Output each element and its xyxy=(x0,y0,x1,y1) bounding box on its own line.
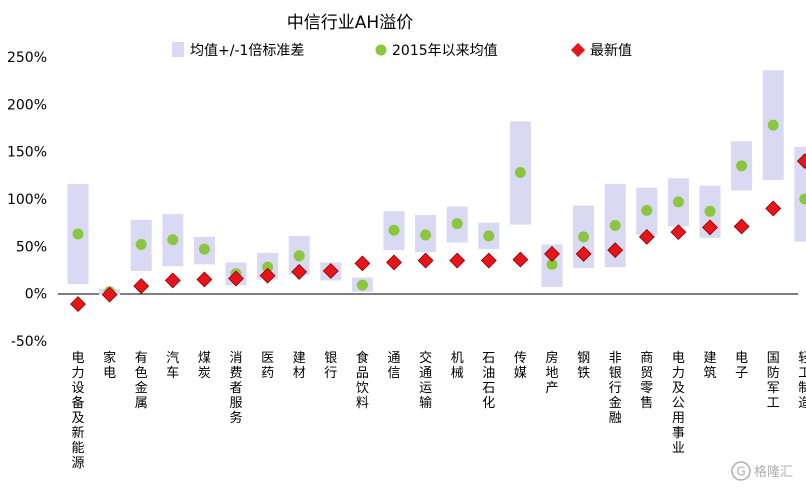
latest-point xyxy=(638,228,655,245)
mean-point xyxy=(72,228,84,240)
y-tick-label: -50% xyxy=(11,334,47,350)
mean-point xyxy=(578,231,590,243)
latest-point xyxy=(480,252,497,269)
category-label: 传媒 xyxy=(514,351,527,381)
mean-point xyxy=(135,238,147,250)
category-label: 银行 xyxy=(324,351,337,381)
mean-point xyxy=(514,166,526,178)
mean-point xyxy=(736,160,748,172)
category-label: 电子 xyxy=(735,351,748,381)
category-label: 电力及公用事业 xyxy=(672,351,685,456)
latest-point xyxy=(796,153,806,170)
latest-point xyxy=(512,251,529,268)
latest-point xyxy=(164,272,181,289)
chart-title: 中信行业AH溢价 xyxy=(287,13,413,33)
latest-point xyxy=(544,245,560,262)
category-label: 电力设备及新能源 xyxy=(71,351,84,471)
legend-latest-label: 最新值 xyxy=(590,43,632,59)
category-label: 医药 xyxy=(261,351,274,381)
mean-point xyxy=(641,204,653,216)
latest-point xyxy=(133,278,150,295)
latest-point xyxy=(386,254,402,271)
category-label: 非银行金融 xyxy=(609,351,622,426)
mean-point xyxy=(546,258,558,270)
mean-point xyxy=(198,243,210,255)
std-band xyxy=(794,146,806,242)
std-bands xyxy=(67,70,806,295)
latest-point xyxy=(354,255,371,272)
mean-point xyxy=(704,205,716,217)
latest-point xyxy=(101,286,118,303)
legend-latest-marker xyxy=(570,42,586,58)
category-label: 煤炭 xyxy=(198,351,211,381)
latest-markers xyxy=(70,153,806,312)
category-label: 家电 xyxy=(103,350,116,381)
category-label: 建材 xyxy=(293,351,306,381)
mean-point xyxy=(483,230,495,242)
legend-band-label: 均值+/-1倍标准差 xyxy=(190,43,304,59)
mean-point xyxy=(799,193,806,205)
watermark: G 格隆汇 xyxy=(731,461,793,481)
latest-point xyxy=(291,263,308,280)
category-label: 石油石化 xyxy=(482,351,495,411)
mean-point xyxy=(262,261,274,273)
mean-point xyxy=(420,229,432,241)
y-tick-label: 150% xyxy=(7,145,47,161)
category-label: 房地产 xyxy=(545,350,558,396)
category-label: 国防军工 xyxy=(767,351,780,411)
mean-point xyxy=(167,234,179,246)
legend: 均值+/-1倍标准差 2015年以来均值 最新值 xyxy=(172,42,632,59)
latest-point xyxy=(259,267,276,284)
y-tick-label: 100% xyxy=(7,192,47,208)
latest-point xyxy=(733,218,750,235)
mean-point xyxy=(672,196,684,208)
latest-point xyxy=(228,270,244,287)
latest-point xyxy=(322,263,339,279)
legend-band-swatch xyxy=(172,42,184,57)
mean-point xyxy=(451,218,463,230)
latest-point xyxy=(196,271,213,288)
y-axis: 250% 200% 150% 100% 50% 0% -50% xyxy=(7,50,47,350)
category-label: 轻工制造 xyxy=(798,351,806,411)
category-label: 汽车 xyxy=(166,351,179,381)
category-label: 食品饮料 xyxy=(356,350,369,411)
g-logo-icon xyxy=(731,461,751,481)
category-label: 钢铁 xyxy=(577,351,590,381)
y-tick-label: 0% xyxy=(25,287,47,303)
mean-point xyxy=(293,250,305,262)
mean-point xyxy=(767,119,779,131)
category-label: 机械 xyxy=(451,351,464,381)
latest-point xyxy=(702,219,718,236)
y-tick-label: 200% xyxy=(7,97,47,113)
mean-point xyxy=(356,279,368,291)
category-label: 消费者服务 xyxy=(229,351,242,426)
category-label: 商贸零售 xyxy=(640,351,653,411)
latest-point xyxy=(607,242,624,259)
category-label: 有色金属 xyxy=(135,351,148,411)
mean-markers xyxy=(72,119,806,298)
mean-point xyxy=(388,224,400,236)
legend-mean-marker xyxy=(375,44,387,56)
latest-point xyxy=(575,245,592,262)
category-label: 建筑 xyxy=(703,351,716,381)
g-logo-letter: G xyxy=(736,465,745,479)
latest-point xyxy=(765,200,782,217)
mean-point xyxy=(609,220,621,232)
legend-mean-label: 2015年以来均值 xyxy=(392,43,498,59)
y-tick-label: 250% xyxy=(7,50,47,66)
latest-point xyxy=(417,252,434,269)
latest-point xyxy=(670,224,687,241)
category-label: 交通运输 xyxy=(419,350,432,411)
y-tick-label: 50% xyxy=(16,239,47,255)
latest-point xyxy=(70,296,86,312)
watermark-text: 格隆汇 xyxy=(754,464,793,480)
latest-point xyxy=(449,252,466,269)
category-label: 通信 xyxy=(387,351,400,381)
